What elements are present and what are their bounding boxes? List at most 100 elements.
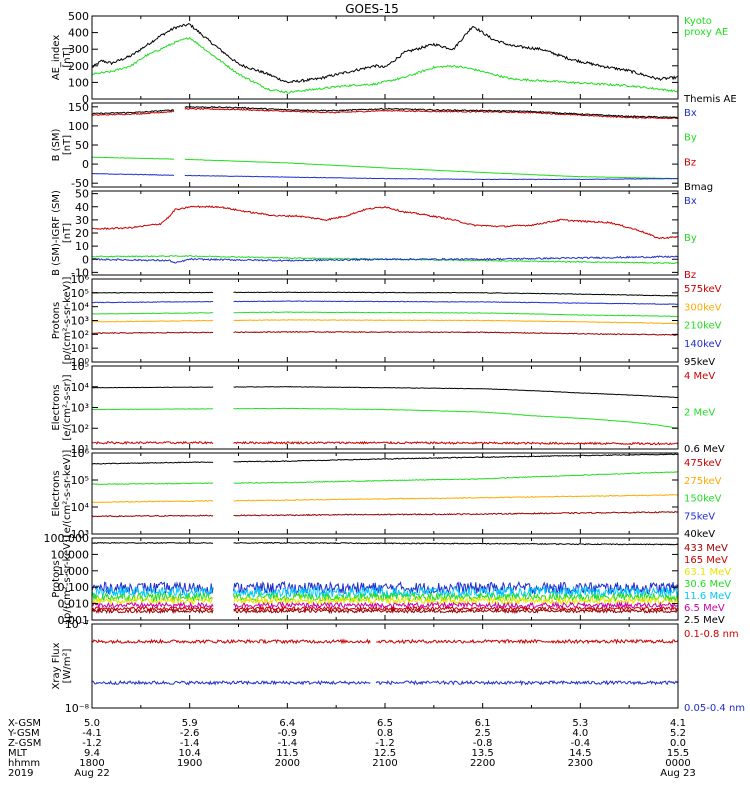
ytick-label-b-sm-0: -50 [71, 177, 89, 190]
ephem-cell-0-0: 5.0 [84, 718, 100, 729]
ephem-cell-5-1: 4.0 [572, 728, 588, 739]
ephem-row-label-4: hhmm [8, 758, 40, 769]
ylabel-line-b-sm-0: B (SM) [51, 128, 62, 161]
ylabel-line-b-sm-1: [nT] [62, 135, 73, 155]
ylabel-line-electrons-mev-0: Electrons [51, 384, 62, 430]
ephem-cell-6-0: 4.1 [670, 718, 686, 729]
ytick-label-b-sm-1: 0 [82, 158, 89, 171]
ephem-cell-4-2: -0.8 [473, 738, 493, 749]
ylabel-line-protons-flux-1: [p/(cm²-s-sr-keV)] [62, 277, 73, 365]
legend-line-electrons-kev-0-0: 475keV [684, 458, 722, 469]
legend-electrons-kev-1: 275keV [684, 476, 722, 487]
ephem-cell-2-2: -1.4 [278, 738, 298, 749]
ylabel-protons-flux: Protons[p/(cm²-s-sr-keV)] [51, 277, 73, 365]
legend-ae-1: Themis AE [683, 94, 737, 105]
ytick-label-protons-mev-1: 0.010 [58, 598, 90, 611]
legend-line-electrons-kev-1-0: 275keV [684, 476, 722, 487]
ylabel-b-sm: B (SM)[nT] [51, 128, 73, 161]
ytick-label-ae-4: 400 [68, 27, 89, 40]
ylabel-line-protons-mev-0: Protons [51, 560, 62, 597]
legend-line-protons-mev-5-0: 6.5 MeV [684, 603, 725, 614]
ephem-cell-3-1: 0.8 [377, 728, 393, 739]
ephem-cell-6-2: 0.0 [670, 738, 686, 749]
ephem-row-label-0: X-GSM [8, 718, 41, 729]
legend-protons-mev-3: 30.6 MeV [684, 579, 731, 590]
ephem-cell-3-3: 12.5 [374, 748, 396, 759]
series-protons-mev-2-seg1 [233, 585, 679, 599]
ephem-cell-2-3: 11.5 [276, 748, 298, 759]
series-electrons-mev-2-seg0 [91, 440, 214, 445]
legend-protons-mev-2: 63.1 MeV [684, 567, 731, 578]
series-b-sm-0-seg0 [91, 110, 175, 117]
series-protons-mev-5-seg1 [233, 600, 679, 610]
legend-line-electrons-mev-0-0: 4 MeV [684, 371, 715, 382]
legend-electrons-kev-3: 75keV [684, 511, 715, 522]
ytick-label-electrons-mev-0: 10¹ [71, 443, 89, 456]
legend-line-electrons-kev-3-0: 75keV [684, 511, 715, 522]
ephem-row-label-5: 2019 [8, 768, 33, 779]
legend-line-protons-flux-2-0: 210keV [684, 321, 722, 332]
legend-line-b-igrf-2-0: Bz [684, 270, 696, 281]
ytick-label-b-igrf-2: 10 [75, 240, 89, 253]
ytick-label-ae-5: 500 [68, 10, 89, 23]
legend-line-b-igrf-1-0: By [684, 233, 697, 244]
legend-electrons-kev-4: 40keV [684, 529, 715, 540]
ytick-label-electrons-mev-1: 10² [71, 422, 89, 435]
ephem-cell-5-3: 14.5 [569, 748, 591, 759]
legend-line-protons-flux-0-0: 575keV [684, 284, 722, 295]
ylabel-line-electrons-kev-1: [e/(cm²-s-sr-keV)] [62, 450, 73, 538]
ylabel-b-igrf: B (SM)-IGRF (SM)[nT] [51, 190, 73, 276]
ytick-label-electrons-mev-2: 10³ [71, 402, 89, 415]
ytick-label-electrons-mev-4: 10⁵ [71, 360, 89, 373]
ephem-cell-5-4: 2300 [568, 758, 593, 769]
ephem-cell-2-0: 6.4 [279, 718, 295, 729]
ephem-cell-3-4: 2100 [372, 758, 397, 769]
ytick-label-protons-mev-0: 0.001 [58, 614, 90, 627]
series-electrons-kev-3-seg1 [233, 510, 679, 517]
ephem-cell-6-4: 0000 [665, 758, 690, 769]
ylabel-protons-mev: Protons[p/(cm²-s-sr-keV)] [51, 535, 73, 623]
legend-line-electrons-mev-2-0: 0.6 MeV [684, 444, 725, 455]
legend-b-igrf-0: Bx [684, 196, 697, 207]
ephem-cell-1-1: -2.6 [180, 728, 200, 739]
series-b-sm-2-seg1 [184, 158, 679, 180]
series-electrons-kev-2-seg0 [92, 500, 214, 504]
legend-line-protons-flux-1-0: 300keV [684, 302, 722, 313]
ephem-cell-4-1: 2.5 [475, 728, 491, 739]
series-protons-mev-6-seg1 [233, 605, 679, 612]
legend-b-sm-1: By [684, 133, 697, 144]
series-protons-mev-3-seg0 [91, 591, 214, 603]
legend-b-igrf-2: Bz [684, 270, 696, 281]
series-protons-flux-4-seg1 [233, 330, 679, 336]
series-xray-1-seg0 [91, 679, 371, 686]
series-b-sm-3-seg0 [91, 172, 175, 176]
ephem-cell-4-3: 13.5 [472, 748, 494, 759]
legend-protons-mev-0: 433 MeV [684, 543, 728, 554]
ylabel-electrons-mev: Electrons[e/(cm²-s-sr)] [51, 374, 73, 440]
panel-frame-ae [91, 15, 679, 100]
series-b-sm-1-seg0 [91, 108, 175, 115]
legend-ae-0: Kyoto proxy AE [684, 16, 728, 38]
legend-line-b-igrf-0-0: Bx [684, 196, 697, 207]
legend-line-protons-mev-3-0: 30.6 MeV [684, 579, 731, 590]
ylabel-line-electrons-mev-1: [e/(cm²-s-sr)] [62, 374, 73, 440]
ephem-row-label-1: Y-GSM [7, 728, 40, 739]
legend-line-electrons-mev-1-0: 2 MeV [684, 408, 715, 419]
legend-line-protons-flux-4-0: 95keV [684, 357, 715, 368]
series-electrons-kev-0-seg1 [233, 453, 679, 463]
ytick-label-b-igrf-0: -10 [71, 266, 89, 279]
legend-xray-0: 0.1-0.8 nm [684, 629, 739, 640]
legend-line-ae-1-0: Themis AE [683, 94, 737, 105]
series-protons-mev-4-seg1 [233, 595, 679, 606]
ephem-cell-5-0: 5.3 [572, 718, 588, 729]
legend-electrons-mev-1: 2 MeV [684, 408, 715, 419]
plot-title: GOES-15 [345, 2, 399, 16]
ytick-label-ae-3: 300 [68, 43, 89, 56]
ylabel-line-xray-0: Xray Flux [51, 642, 62, 689]
ytick-label-b-igrf-1: 0 [82, 253, 89, 266]
ephem-cell-0-3: 9.4 [84, 748, 100, 759]
ytick-label-b-igrf-4: 30 [75, 214, 89, 227]
